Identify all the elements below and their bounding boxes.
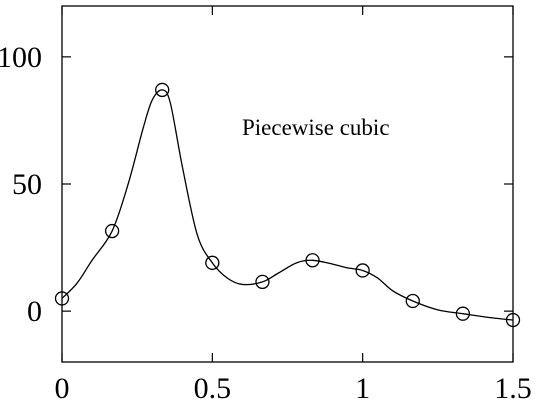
x-tick-label: 0.5 — [194, 372, 232, 405]
interpolant-curve — [61, 89, 514, 321]
x-tick-label: 1 — [355, 372, 370, 405]
data-point-marker — [455, 306, 471, 321]
data-point-marker — [505, 312, 521, 328]
data-point-marker — [405, 293, 420, 309]
plot-area-frame — [61, 5, 514, 363]
data-point-marker — [54, 291, 70, 306]
data-point-marker — [104, 223, 120, 239]
x-tick-label: 1.5 — [494, 372, 532, 405]
data-point-marker — [305, 253, 320, 268]
y-tick-label: 100 — [0, 41, 42, 74]
y-tick-label: 0 — [27, 295, 42, 328]
series-layer — [54, 82, 521, 328]
ticks-layer: 0 0.5 1 1.5 0 50 100 — [0, 6, 532, 405]
data-point-marker — [205, 255, 220, 270]
data-point-marker — [355, 263, 370, 278]
x-tick-label: 0 — [55, 372, 70, 405]
data-point-marker — [255, 274, 270, 290]
chart-annotation: Piecewise cubic — [242, 115, 390, 140]
data-point-marker — [155, 82, 170, 98]
y-tick-label: 50 — [12, 168, 42, 201]
